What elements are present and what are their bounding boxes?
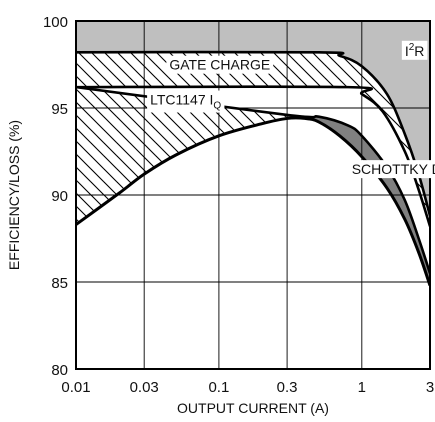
annotation: GATE CHARGE [166,55,274,74]
y-tick-label: 100 [43,14,68,31]
region-schottky [287,114,430,286]
annotation: I2R [401,40,428,60]
curve-1 [76,85,430,227]
region-i2r [76,21,430,216]
y-axis-label: EFFICIENCY/LOSS (%) [6,120,22,270]
y-tick-label: 90 [51,188,68,205]
region-gate-charge [76,52,430,227]
x-tick-label: 3 [426,379,434,396]
tick-labels: 0.01 0.03 0.1 0.3 1 3 80 85 90 95 100 [43,14,434,396]
annotation-text: SCHOTTKY DIODE [352,161,435,177]
x-axis-label: OUTPUT CURRENT (A) [177,400,329,416]
x-tick-label: 0.01 [61,379,90,396]
y-tick-label: 95 [51,101,68,118]
annotation-text: GATE CHARGE [169,57,270,73]
x-tick-label: 0.1 [208,379,229,396]
curve-2 [76,85,430,274]
annotation-text: I2R [405,42,425,59]
annotation-text: LTC1147 IQ [150,92,221,112]
x-tick-label: 1 [358,379,366,396]
grid [76,21,430,369]
y-tick-label: 85 [51,275,68,292]
x-tick-label: 0.3 [277,379,298,396]
region-labels: GATE CHARGE I2R LTC1147 IQ SCHOTTKY DIODE [147,40,435,179]
annotation: LTC1147 IQ [147,90,225,113]
curve-3 [76,116,430,286]
plot-frame [75,20,431,370]
y-tick-label: 80 [51,362,68,379]
x-tick-label: 0.03 [130,379,159,396]
annotation: SCHOTTKY DIODE [348,160,435,179]
